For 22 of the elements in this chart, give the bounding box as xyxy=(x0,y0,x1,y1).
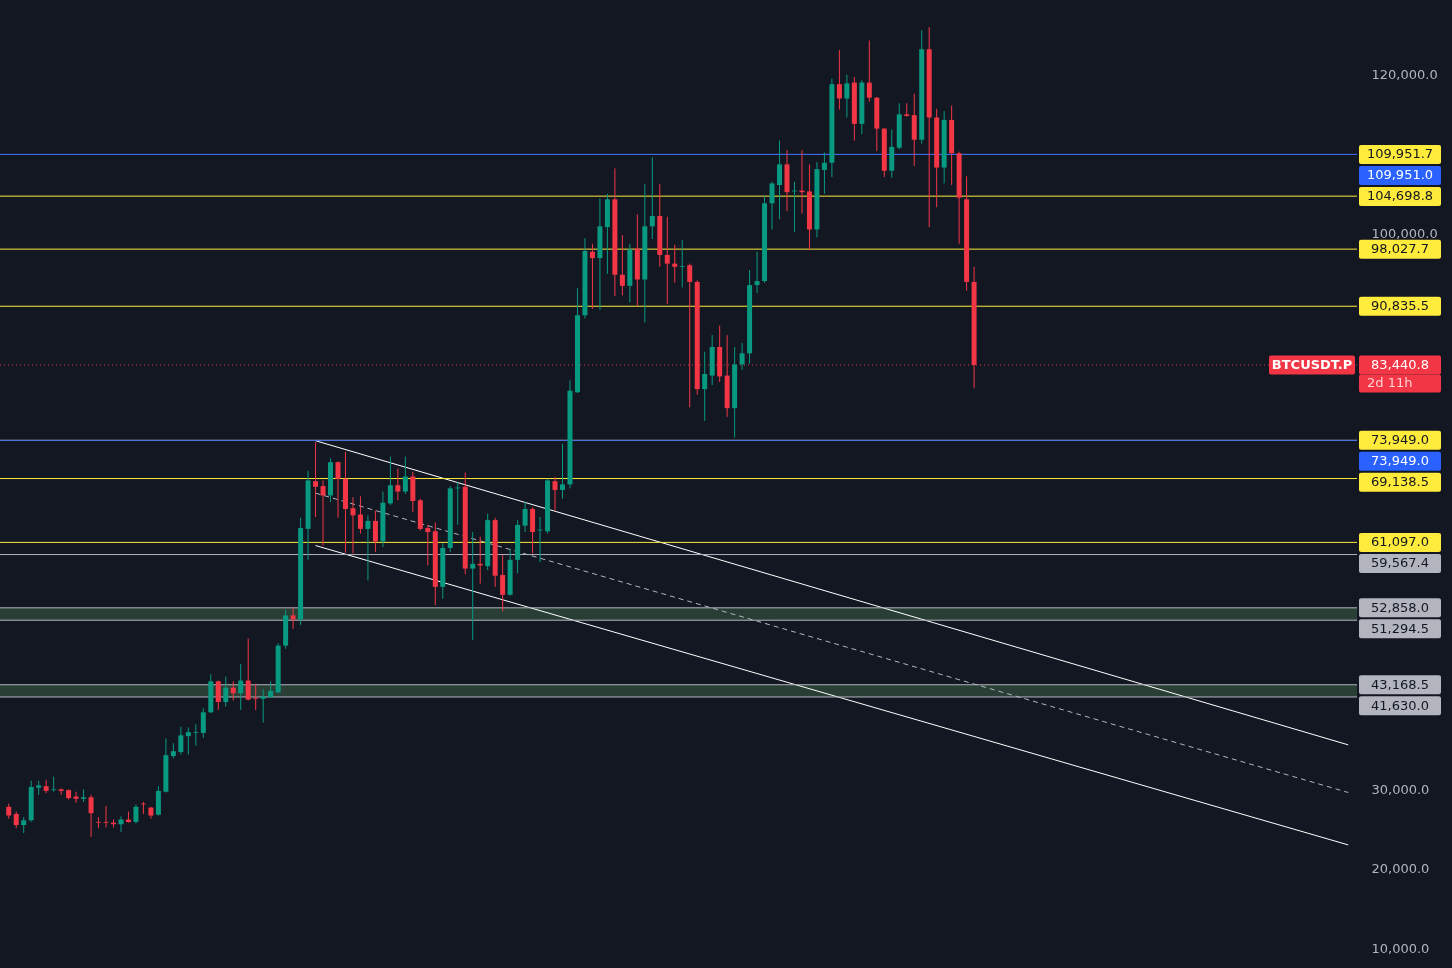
ref-line-label: 41,630.0 xyxy=(1371,697,1429,713)
y-tick-label: 10,000.0 xyxy=(1371,940,1430,956)
ref-line-label: 51,294.5 xyxy=(1371,620,1429,636)
ref-line-label: 59,567.4 xyxy=(1371,555,1429,571)
ref-line-label: 109,951.7 xyxy=(1366,146,1434,162)
text: 2d 11h xyxy=(1367,375,1413,391)
ref-line-label: 104,698.8 xyxy=(1366,188,1434,204)
ref-line-label: 98,027.7 xyxy=(1371,241,1429,257)
ref-line-label: 73,949.0 xyxy=(1371,432,1429,448)
ref-line-label: 69,138.5 xyxy=(1371,474,1429,490)
ref-line-label: 83,440.8 xyxy=(1371,356,1429,372)
y-tick-label: 20,000.0 xyxy=(1371,861,1430,877)
y-tick-label: 100,000.0 xyxy=(1371,225,1438,241)
ref-line-label: 73,949.0 xyxy=(1371,453,1429,469)
ref-line-label: 90,835.5 xyxy=(1371,298,1429,314)
y-tick-label: 30,000.0 xyxy=(1371,781,1430,797)
y-tick-label: 120,000.0 xyxy=(1371,67,1438,83)
ref-line-label: 52,858.0 xyxy=(1371,599,1429,615)
ref-line-label: 109,951.0 xyxy=(1366,167,1434,183)
ref-line-label: 61,097.0 xyxy=(1371,534,1429,550)
ref-line-label: 43,168.5 xyxy=(1371,676,1429,692)
annotation: BTCUSDT.P xyxy=(1271,356,1353,372)
